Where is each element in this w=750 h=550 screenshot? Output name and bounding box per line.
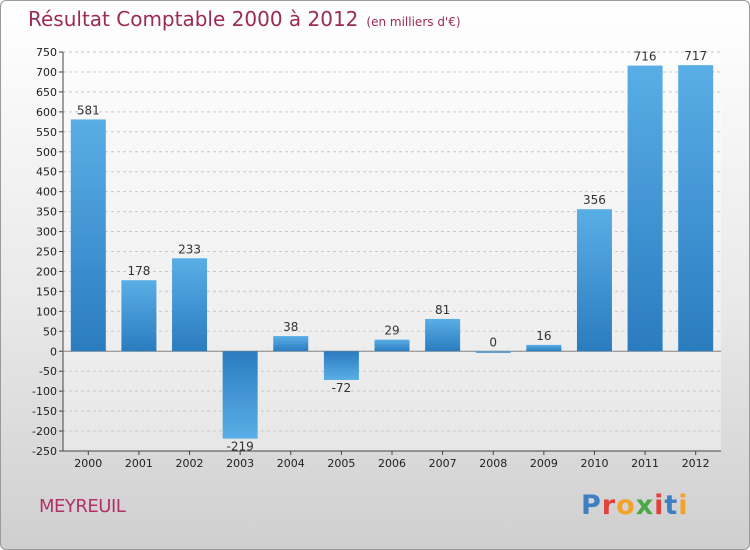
bar bbox=[678, 65, 714, 352]
data-label: 356 bbox=[583, 193, 606, 207]
bar bbox=[576, 209, 612, 352]
bar bbox=[222, 351, 258, 439]
bar bbox=[323, 351, 359, 380]
x-tick-label: 2002 bbox=[176, 457, 204, 470]
logo-letter: o bbox=[616, 490, 636, 521]
bar bbox=[374, 339, 410, 352]
x-tick-label: 2012 bbox=[682, 457, 710, 470]
x-tick-label: 2010 bbox=[580, 457, 608, 470]
x-tick-label: 2009 bbox=[530, 457, 558, 470]
y-tick-label: 250 bbox=[36, 246, 57, 259]
chart-title: Résultat Comptable 2000 à 2012 (en millie… bbox=[28, 7, 461, 31]
x-tick-label: 2007 bbox=[429, 457, 457, 470]
x-tick-label: 2001 bbox=[125, 457, 153, 470]
data-label: 716 bbox=[634, 50, 657, 64]
y-tick-label: 150 bbox=[36, 285, 57, 298]
logo-letter: r bbox=[601, 490, 617, 521]
y-tick-label: 350 bbox=[36, 206, 57, 219]
x-tick-label: 2003 bbox=[226, 457, 254, 470]
bar bbox=[627, 65, 663, 352]
y-tick-label: 400 bbox=[36, 186, 57, 199]
bar bbox=[70, 119, 106, 352]
y-tick-label: 750 bbox=[36, 46, 57, 59]
bar bbox=[273, 336, 309, 352]
x-tick-label: 2005 bbox=[327, 457, 355, 470]
bar bbox=[475, 351, 511, 353]
bar bbox=[121, 280, 157, 352]
bar bbox=[526, 344, 562, 352]
data-label: 581 bbox=[77, 103, 100, 117]
bar bbox=[425, 318, 461, 352]
data-label: -72 bbox=[332, 381, 352, 395]
x-tick-label: 2000 bbox=[74, 457, 102, 470]
data-label: 233 bbox=[178, 242, 201, 256]
y-tick-label: 600 bbox=[36, 106, 57, 119]
y-tick-label: 500 bbox=[36, 146, 57, 159]
y-tick-label: -100 bbox=[32, 385, 57, 398]
y-tick-label: 0 bbox=[50, 345, 57, 358]
chart-subtitle: (en milliers d'€) bbox=[366, 15, 461, 29]
y-tick-label: 450 bbox=[36, 166, 57, 179]
data-label: 178 bbox=[127, 264, 150, 278]
y-tick-label: -200 bbox=[32, 425, 57, 438]
x-tick-label: 2006 bbox=[378, 457, 406, 470]
y-tick-label: -50 bbox=[39, 365, 57, 378]
y-tick-label: 50 bbox=[43, 325, 57, 338]
data-label: 16 bbox=[536, 329, 551, 343]
logo-letter: P bbox=[581, 490, 602, 521]
y-tick-label: 650 bbox=[36, 86, 57, 99]
data-label: 81 bbox=[435, 303, 450, 317]
y-tick-label: 200 bbox=[36, 265, 57, 278]
x-tick-label: 2011 bbox=[631, 457, 659, 470]
chart-title-text: Résultat Comptable 2000 à 2012 bbox=[28, 7, 359, 31]
town-name: MEYREUIL bbox=[39, 496, 126, 517]
y-tick-label: -150 bbox=[32, 405, 57, 418]
y-tick-label: 700 bbox=[36, 66, 57, 79]
logo-letter: i bbox=[654, 490, 665, 521]
data-label: 38 bbox=[283, 320, 298, 334]
y-tick-label: 300 bbox=[36, 226, 57, 239]
logo-letter: x bbox=[635, 490, 655, 521]
data-label: 29 bbox=[384, 324, 399, 338]
y-tick-label: 100 bbox=[36, 305, 57, 318]
x-tick-label: 2004 bbox=[277, 457, 305, 470]
data-label: 717 bbox=[684, 49, 707, 63]
data-label: 0 bbox=[489, 335, 497, 349]
logo-letter: i bbox=[678, 490, 689, 521]
proxiti-logo: Proxiti bbox=[581, 490, 689, 521]
y-tick-label: -250 bbox=[32, 445, 57, 458]
bar bbox=[172, 258, 208, 352]
x-tick-label: 2008 bbox=[479, 457, 507, 470]
y-tick-label: 550 bbox=[36, 126, 57, 139]
logo-letter: t bbox=[664, 490, 679, 521]
data-label: -219 bbox=[227, 440, 254, 454]
